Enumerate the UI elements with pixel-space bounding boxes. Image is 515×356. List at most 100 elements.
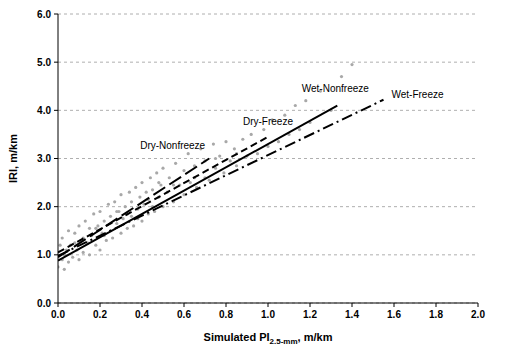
y-tick-label: 3.0 — [37, 153, 51, 164]
trend-line — [58, 100, 384, 256]
point — [119, 232, 122, 235]
point — [134, 186, 137, 189]
x-title-part: Simulated PI — [204, 331, 270, 343]
x-tick — [58, 303, 59, 307]
point — [145, 191, 148, 194]
point — [235, 164, 238, 167]
point — [67, 229, 70, 232]
point — [138, 195, 141, 198]
point — [224, 140, 227, 143]
point — [350, 63, 353, 66]
x-tick — [100, 303, 101, 307]
y-tick — [54, 254, 58, 255]
point — [174, 162, 177, 165]
x-tick-label: 2.0 — [471, 309, 485, 320]
x-title-subscript: 2.5-mm — [270, 337, 298, 346]
point — [304, 99, 307, 102]
point — [124, 205, 127, 208]
y-tick — [54, 62, 58, 63]
trend-line — [58, 159, 209, 258]
point — [149, 176, 152, 179]
point — [222, 171, 225, 174]
point — [214, 157, 217, 160]
point — [92, 212, 95, 215]
line-label: Dry-Freeze — [243, 116, 293, 127]
y-tick — [54, 206, 58, 207]
x-tick-label: 1.4 — [345, 309, 359, 320]
x-tick — [478, 303, 479, 307]
x-tick-label: 0.8 — [219, 309, 233, 320]
point — [130, 215, 133, 218]
point — [109, 215, 112, 218]
x-tick — [352, 303, 353, 307]
line-label: Wet-Nonfreeze — [302, 83, 370, 94]
trend-line — [58, 106, 337, 261]
point — [111, 236, 114, 239]
point — [140, 181, 143, 184]
x-tick — [142, 303, 143, 307]
point — [115, 210, 118, 213]
point — [172, 183, 175, 186]
x-tick-label: 1.2 — [303, 309, 317, 320]
grid-line — [58, 158, 478, 159]
point — [182, 169, 185, 172]
point — [298, 128, 301, 131]
x-tick-label: 1.0 — [261, 309, 275, 320]
point — [189, 181, 192, 184]
line-label: Dry-Nonfreeze — [140, 140, 205, 151]
y-tick-label: 0.0 — [37, 298, 51, 309]
point — [132, 224, 135, 227]
point — [113, 200, 116, 203]
x-tick-label: 1.6 — [387, 309, 401, 320]
point — [140, 220, 143, 223]
x-tick — [436, 303, 437, 307]
line-label: Wet-Freeze — [392, 89, 444, 100]
point — [126, 227, 129, 230]
grid — [58, 14, 478, 303]
x-title-part: , m/km — [298, 331, 333, 343]
y-tick-label: 1.0 — [37, 249, 51, 260]
x-tick — [310, 303, 311, 307]
point — [59, 244, 62, 247]
point — [168, 176, 171, 179]
y-tick-label: 5.0 — [37, 57, 51, 68]
point — [218, 154, 221, 157]
y-axis-title: IRI, m/km — [7, 134, 19, 183]
x-tick-label: 0.6 — [177, 309, 191, 320]
point — [77, 224, 80, 227]
point — [340, 75, 343, 78]
grid-line — [58, 62, 478, 63]
x-tick-label: 0.0 — [51, 309, 65, 320]
point — [256, 152, 259, 155]
x-tick — [184, 303, 185, 307]
point — [88, 227, 91, 230]
point — [115, 222, 118, 225]
point — [241, 138, 244, 141]
plot-area — [58, 63, 384, 271]
point — [94, 244, 97, 247]
point — [105, 239, 108, 242]
axes: 0.00.20.40.60.81.01.21.41.61.82.00.01.02… — [37, 9, 485, 321]
grid-line — [58, 206, 478, 207]
point — [155, 171, 158, 174]
y-tick — [54, 14, 58, 15]
chart: 0.00.20.40.60.81.01.21.41.61.82.00.01.02… — [0, 0, 515, 356]
point — [277, 140, 280, 143]
trend-line — [58, 137, 268, 253]
x-axis-title: Simulated PI2.5-mm, m/km — [204, 331, 333, 346]
point — [82, 251, 85, 254]
point — [107, 203, 110, 206]
point — [98, 210, 101, 213]
point — [88, 253, 91, 256]
point — [128, 191, 131, 194]
point — [67, 260, 70, 263]
point — [63, 268, 66, 271]
point — [233, 147, 236, 150]
grid-line — [58, 110, 478, 111]
point — [229, 159, 232, 162]
point — [294, 104, 297, 107]
scatter-points — [58, 63, 354, 271]
point — [71, 256, 74, 259]
point — [94, 227, 97, 230]
point — [262, 128, 265, 131]
